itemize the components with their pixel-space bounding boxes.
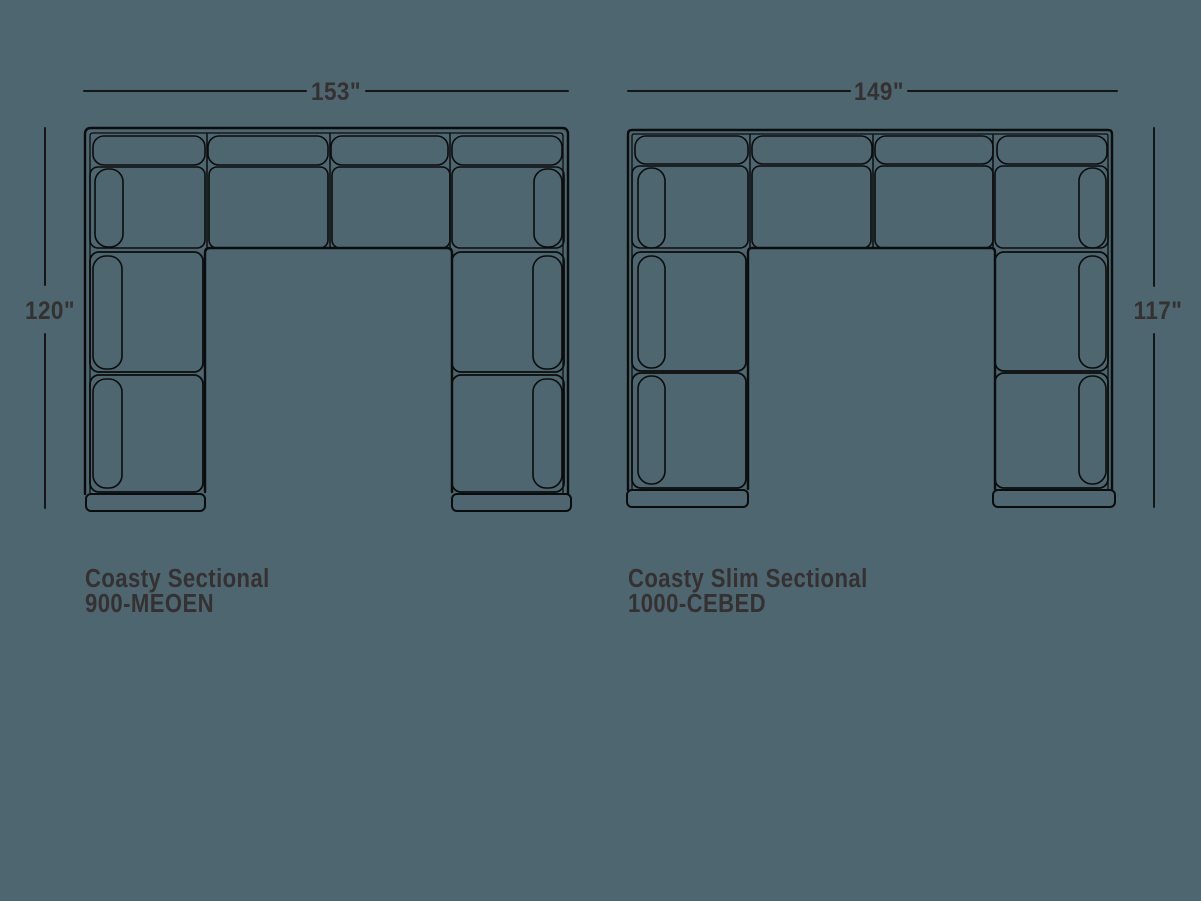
side-back-cushion (1078, 255, 1107, 369)
seat-cushion (994, 372, 1109, 489)
sofa-inner-frame (89, 132, 564, 494)
seat-cushion (751, 165, 872, 249)
back-cushion (634, 135, 749, 165)
back-cushion (751, 135, 873, 165)
seat-cushion (874, 165, 994, 249)
corner-seat-cushion (89, 166, 206, 249)
sectional-drawing-coasty-slim: 149" 117" (626, 78, 1183, 618)
side-back-cushion (532, 378, 563, 489)
seat-cushion (451, 251, 565, 373)
seat-cushion (89, 251, 204, 373)
product-model: 1000-CEBED (628, 589, 766, 618)
side-back-cushion (1078, 167, 1107, 249)
side-back-cushion (532, 255, 563, 370)
seat-cushion (994, 251, 1109, 372)
width-dimension-label: 153" (311, 78, 361, 106)
depth-dimension-left: 120" (25, 127, 75, 509)
sofa-inner-frame (631, 133, 1109, 490)
back-cushion (92, 135, 206, 166)
seat-cushion (331, 166, 451, 249)
seat-cushion (89, 374, 204, 493)
side-back-cushion (637, 167, 666, 249)
side-back-cushion (1078, 375, 1107, 485)
back-cushion (207, 135, 329, 166)
base-rail (992, 489, 1116, 508)
corner-seat-cushion (451, 166, 565, 249)
width-dimension-left: 153" (83, 78, 569, 106)
sofa-opening-edge (746, 246, 997, 491)
corner-seat-cushion (631, 165, 749, 249)
seat-cushion (208, 166, 329, 249)
product-name: Coasty Sectional (85, 564, 270, 593)
depth-dimension-right: 117" (1134, 127, 1183, 508)
product-name: Coasty Slim Sectional (628, 564, 868, 593)
sectional-drawing-coasty: 153" 120" (25, 78, 572, 618)
corner-seat-cushion (994, 165, 1109, 249)
depth-dimension-label: 120" (25, 297, 75, 325)
seat-cushion (631, 372, 747, 489)
back-cushion (330, 135, 449, 166)
base-rail (85, 493, 206, 512)
back-cushion (451, 135, 563, 166)
product-model: 900-MEOEN (85, 589, 214, 618)
width-dimension-label: 149" (854, 78, 904, 106)
sofa-outer-frame (83, 126, 570, 496)
back-cushion (996, 135, 1108, 165)
sofa-top-view (626, 128, 1116, 508)
side-back-cushion (533, 168, 563, 248)
seat-cushion (451, 374, 565, 493)
side-back-cushion (92, 378, 123, 489)
seat-cushion (631, 251, 747, 372)
base-rail (626, 489, 749, 508)
side-back-cushion (92, 255, 123, 370)
side-back-cushion (637, 375, 666, 485)
sofa-opening-edge (203, 246, 454, 494)
side-back-cushion (94, 168, 124, 248)
back-cushion (874, 135, 994, 165)
sofa-top-view (83, 126, 572, 512)
sofa-outer-frame (626, 128, 1114, 492)
side-back-cushion (637, 255, 666, 369)
base-rail (451, 493, 572, 512)
width-dimension-right: 149" (627, 78, 1118, 106)
depth-dimension-label: 117" (1134, 297, 1183, 325)
